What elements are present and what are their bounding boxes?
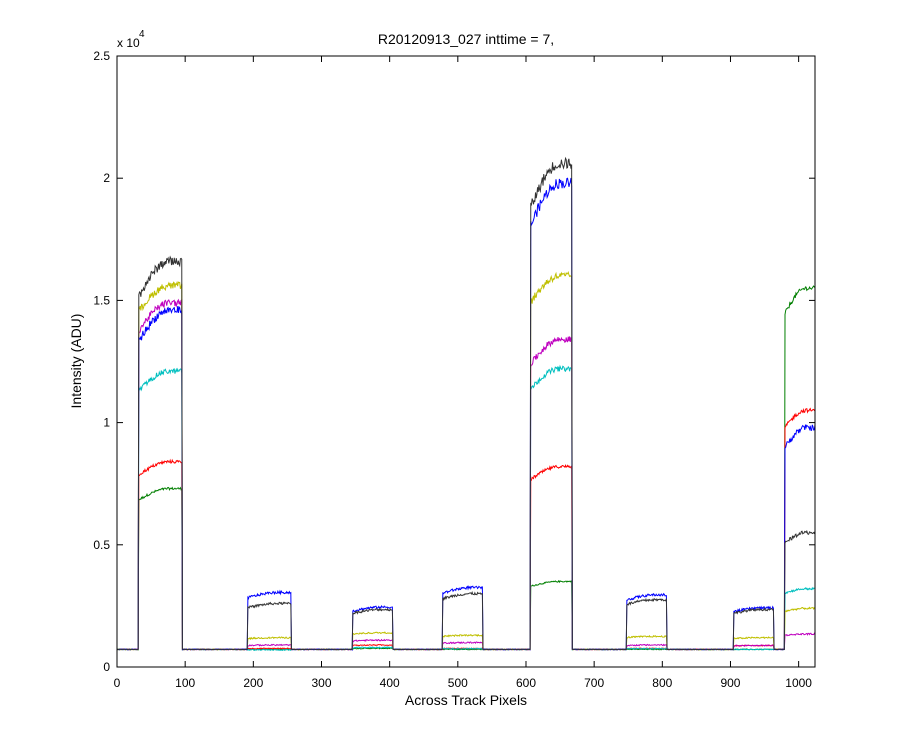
series-layer bbox=[117, 156, 815, 652]
x-tick-label: 600 bbox=[516, 676, 536, 690]
x-tick-label: 0 bbox=[114, 676, 121, 690]
y-tick-label: 0 bbox=[103, 660, 110, 674]
x-tick-label: 200 bbox=[243, 676, 263, 690]
plot-frame bbox=[116, 55, 816, 668]
chart-title: R20120913_027 inttime = 7, bbox=[378, 31, 554, 47]
x-tick-label: 700 bbox=[584, 676, 604, 690]
y-tick-label: 1.5 bbox=[93, 293, 110, 307]
x-tick-label: 400 bbox=[380, 676, 400, 690]
y-tick-label: 2 bbox=[103, 171, 110, 185]
y-tick-label: 2.5 bbox=[93, 49, 110, 63]
y-exponent-power: 4 bbox=[139, 29, 145, 40]
x-axis-label: Across Track Pixels bbox=[405, 692, 527, 708]
x-tick-label: 300 bbox=[311, 676, 331, 690]
x-tick-label: 900 bbox=[720, 676, 740, 690]
x-tick-label: 100 bbox=[175, 676, 195, 690]
axis-tick-labels: 0 100 200 300 400 500 600 700 800 900 1000 0 0.5 1 1.5… bbox=[93, 49, 812, 690]
y-exponent-label: x 10 bbox=[117, 36, 140, 50]
x-tick-label: 800 bbox=[652, 676, 672, 690]
series-line bbox=[117, 156, 815, 651]
x-tick-label: 1000 bbox=[785, 676, 812, 690]
y-axis-label: Intensity (ADU) bbox=[68, 314, 84, 409]
plot-area-background bbox=[117, 56, 815, 667]
y-tick-label: 1 bbox=[103, 416, 110, 430]
y-tick-label: 0.5 bbox=[93, 538, 110, 552]
x-tick-label: 500 bbox=[448, 676, 468, 690]
axis-ticks bbox=[116, 55, 815, 668]
